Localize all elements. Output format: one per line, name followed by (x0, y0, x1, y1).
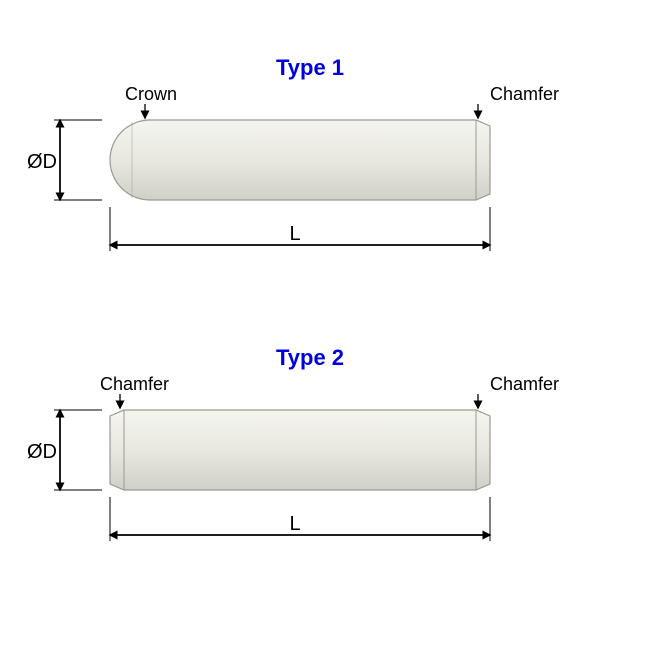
diagram-svg: Type 1 Crown Chamfer ØD L Type 2 Chamfer Chamfe… (0, 0, 670, 670)
type1-left-label: Crown (125, 84, 177, 104)
type2-title: Type 2 (276, 345, 344, 370)
type1-right-label: Chamfer (490, 84, 559, 104)
dim-diameter: ØD (27, 120, 102, 200)
type1-title: Type 1 (276, 55, 344, 80)
type1-pin (110, 120, 490, 200)
type2-pin (110, 410, 490, 490)
diagram-container: Type 1 Crown Chamfer ØD L Type 2 Chamfer Chamfe… (0, 0, 670, 670)
dim-diameter-label: ØD (27, 151, 57, 173)
dim-length: L (110, 497, 490, 541)
type2-left-label: Chamfer (100, 374, 169, 394)
type1-figure: Type 1 Crown Chamfer ØD L (27, 55, 559, 251)
dim-length-label: L (289, 223, 300, 245)
dim-length: L (110, 207, 490, 251)
type2-right-label: Chamfer (490, 374, 559, 394)
type2-figure: Type 2 Chamfer Chamfer ØD L (27, 345, 559, 541)
dim-diameter: ØD (27, 410, 102, 490)
dim-diameter-label: ØD (27, 441, 57, 463)
dim-length-label: L (289, 513, 300, 535)
